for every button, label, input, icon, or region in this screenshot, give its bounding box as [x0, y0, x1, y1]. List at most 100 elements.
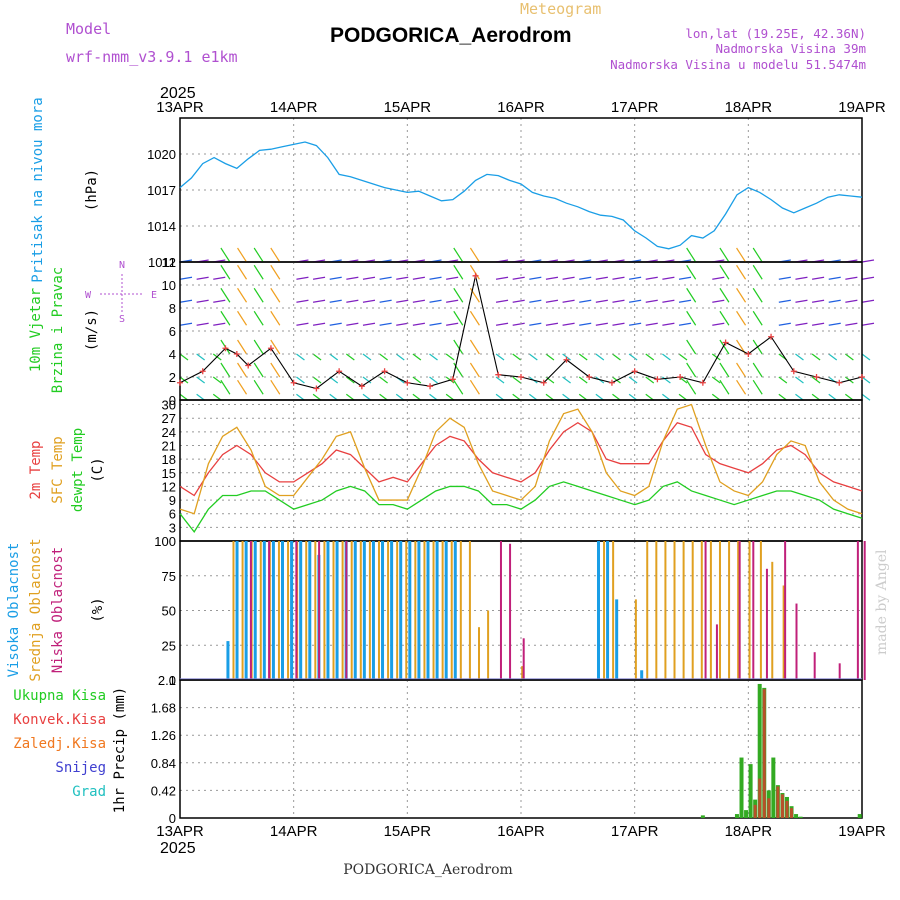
- precip-total-bar: [798, 816, 803, 818]
- cloud-high-bar: [435, 541, 439, 680]
- cloud-high-bar: [326, 541, 330, 680]
- cloud-mid-bar: [700, 541, 703, 680]
- cloud-low-bar: [765, 568, 768, 680]
- compass-south: S: [119, 314, 125, 325]
- y-tick-label: 2: [169, 370, 176, 385]
- wind-gust-marker: [859, 374, 865, 380]
- wind-barb: [429, 322, 442, 326]
- wind-gust-marker: [222, 345, 229, 352]
- cloud-mid-bar: [277, 541, 280, 680]
- y-tick-label: 1014: [147, 219, 176, 234]
- wind-barb: [778, 376, 788, 384]
- wind-barb: [845, 299, 858, 303]
- x-tick-label-top: 18APR: [725, 99, 773, 116]
- wind-barb: [179, 299, 193, 303]
- precip-total-bar: [744, 810, 749, 818]
- wind-barb: [296, 376, 305, 384]
- wind-barb: [545, 353, 555, 361]
- cloud-high-bar: [444, 541, 448, 680]
- wind-barb: [711, 376, 721, 384]
- wind-barb: [795, 376, 804, 384]
- wind-barb: [396, 299, 409, 303]
- cloud-low-bar: [345, 541, 348, 680]
- wind-barb: [453, 379, 464, 395]
- wind-barb: [662, 299, 675, 303]
- cloud-low-bar: [856, 541, 859, 680]
- y-tick-label: 75: [162, 569, 176, 584]
- wind-barb: [811, 353, 821, 361]
- wind-barb: [645, 276, 658, 280]
- wind-barb: [453, 339, 464, 355]
- wind-barb: [469, 379, 480, 395]
- wind-barb: [329, 276, 342, 280]
- cloud-high-bar: [281, 541, 284, 680]
- wind-barb: [719, 310, 730, 326]
- wind-barb: [612, 353, 621, 361]
- y-tick-label: 100: [154, 534, 176, 549]
- y-tick-label: 4: [169, 347, 176, 362]
- wind-barb: [196, 276, 209, 280]
- cloud-high-bar: [235, 541, 239, 680]
- wind-barb: [686, 379, 697, 395]
- compass-west: W: [85, 290, 92, 301]
- wind-barb: [237, 287, 248, 303]
- wind-barb: [736, 247, 747, 263]
- wind-barb: [495, 299, 509, 303]
- wind-barb: [495, 322, 509, 326]
- wind-barb: [379, 299, 392, 303]
- cloud-low-bar: [863, 541, 866, 680]
- wind-barb: [237, 339, 248, 355]
- cloud-low-bar: [784, 541, 787, 680]
- cloud-mid-bar: [682, 541, 685, 680]
- temp-sfc-line: [179, 403, 863, 515]
- wind-barb: [645, 299, 658, 303]
- wind-barb: [446, 299, 459, 303]
- cloud-ylabel-low: Niska Oblacnost: [50, 547, 66, 673]
- wind-barb: [469, 362, 480, 378]
- wind-barb: [396, 276, 409, 280]
- wind-barb: [213, 299, 226, 303]
- wind-barb: [736, 264, 747, 280]
- y-tick-label: 25: [162, 638, 176, 653]
- cloud-mid-bar: [771, 561, 774, 680]
- cloud-low-bar: [715, 624, 718, 680]
- lonlat-text: lon,lat (19.25E, 42.36N): [685, 26, 866, 41]
- wind-barb: [220, 287, 231, 303]
- cloud-ylabel-high: Visoka Oblacnost: [6, 543, 22, 678]
- wind-gust-marker: [381, 368, 388, 375]
- cloud-high-bar: [596, 541, 600, 680]
- wind-barb: [429, 353, 438, 361]
- wind-gust-marker: [177, 379, 183, 386]
- precip-convective-bar: [767, 798, 771, 818]
- panel-frame: [179, 679, 863, 819]
- y-tick-label: 12: [162, 255, 176, 270]
- cloud-mid-bar: [478, 627, 481, 680]
- wind-barb: [296, 299, 309, 303]
- y-tick-label: 0.84: [151, 756, 176, 771]
- wind-gust-marker: [563, 356, 570, 363]
- wind-gust-marker: [290, 379, 297, 386]
- wind-speed-line: [179, 275, 863, 390]
- cloud-mid-bar: [414, 541, 417, 680]
- wind-gust-marker: [677, 374, 684, 380]
- cloud-low-bar: [522, 638, 525, 680]
- wind-barb: [795, 353, 804, 361]
- y-tick-label: 24: [162, 425, 176, 440]
- wind-barb: [329, 353, 339, 361]
- wind-barb: [469, 247, 480, 263]
- wind-barb: [861, 376, 871, 384]
- wind-barb: [752, 287, 763, 303]
- precip-convective-bar: [785, 800, 789, 818]
- wind-barb: [379, 353, 388, 361]
- cloud-high-bar: [271, 541, 275, 680]
- legend-snow: Snijeg: [55, 760, 106, 776]
- wind-barb: [628, 376, 638, 384]
- wind-barb: [752, 264, 763, 280]
- wind-barb: [362, 353, 372, 361]
- year-bottom: 2025: [160, 840, 196, 857]
- cloud-high-bar: [262, 541, 266, 680]
- wind-barb: [712, 322, 725, 326]
- wind-barb: [778, 322, 791, 326]
- wind-gust-marker: [358, 383, 365, 390]
- cloud-low-bar: [249, 541, 252, 680]
